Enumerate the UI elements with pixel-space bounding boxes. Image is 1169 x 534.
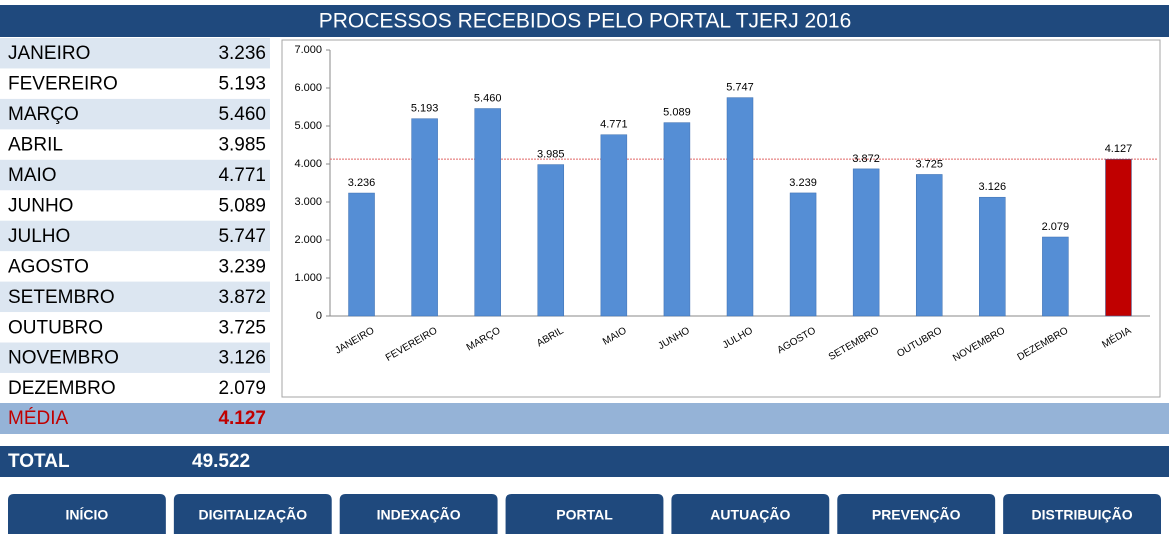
month-name: FEVEREIRO: [8, 74, 118, 95]
bar: [726, 97, 754, 317]
nav-button-label[interactable]: DIGITALIZAÇÃO: [198, 506, 307, 523]
month-value: 3.725: [218, 317, 266, 338]
header-bar: [0, 5, 1169, 37]
nav-button[interactable]: [8, 494, 166, 534]
bar: [663, 122, 691, 317]
value-label: 5.193: [411, 103, 439, 115]
month-value: 5.089: [218, 195, 266, 216]
nav-button-label[interactable]: PREVENÇÃO: [872, 506, 961, 523]
value-label: 3.236: [348, 177, 376, 189]
month-value: 4.771: [218, 165, 266, 186]
table-row-bg: [0, 98, 270, 130]
bar: [915, 174, 943, 317]
nav-button-label[interactable]: PORTAL: [556, 507, 613, 523]
month-value: 3.872: [218, 287, 266, 308]
bar: [1042, 236, 1069, 317]
average-row: [0, 403, 1169, 434]
bar: [537, 164, 565, 317]
month-value: 5.747: [218, 226, 266, 247]
month-value: 3.239: [218, 256, 266, 277]
month-value: 3.985: [218, 135, 266, 156]
nav-button-label[interactable]: INDEXAÇÃO: [377, 506, 461, 523]
bar: [600, 134, 628, 317]
month-name: SETEMBRO: [8, 287, 115, 308]
month-name: MARÇO: [8, 104, 79, 125]
value-label: 5.747: [726, 82, 754, 94]
y-tick-label: 5.000: [294, 120, 322, 132]
nav-button-label[interactable]: INÍCIO: [66, 507, 109, 523]
nav-button-label[interactable]: DISTRIBUIÇÃO: [1032, 506, 1133, 523]
average-value: 4.127: [218, 408, 266, 429]
nav-button[interactable]: [1003, 494, 1161, 534]
month-value: 2.079: [218, 378, 266, 399]
month-name: JUNHO: [8, 195, 73, 216]
month-value: 5.193: [218, 74, 266, 95]
y-tick-label: 2.000: [294, 234, 322, 246]
value-label: 3.239: [789, 177, 817, 189]
total-label: TOTAL: [8, 451, 70, 472]
average-label: MÉDIA: [8, 408, 69, 429]
bar: [1105, 158, 1132, 317]
bar: [979, 196, 1006, 317]
month-name: JULHO: [8, 226, 70, 247]
month-name: AGOSTO: [8, 256, 89, 277]
bar: [348, 192, 375, 317]
table-row-bg: [0, 159, 270, 191]
bar: [852, 168, 880, 317]
value-label: 2.079: [1042, 221, 1070, 233]
month-value: 3.236: [218, 43, 266, 64]
value-label: 3.126: [979, 181, 1007, 193]
bar: [789, 192, 817, 317]
table-row-bg: [0, 38, 270, 69]
nav-button[interactable]: [505, 494, 664, 534]
nav-button[interactable]: [671, 494, 830, 534]
month-name: JANEIRO: [8, 43, 90, 64]
value-label: 3.985: [537, 148, 565, 160]
nav-button[interactable]: [339, 494, 498, 534]
nav-button[interactable]: [837, 494, 996, 534]
month-value: 3.126: [218, 348, 266, 369]
month-name: NOVEMBRO: [8, 348, 119, 369]
value-label: 3.725: [915, 158, 943, 170]
month-name: OUTUBRO: [8, 317, 103, 338]
total-row: [0, 446, 1169, 477]
month-name: MAIO: [8, 165, 57, 186]
table-row-bg: [0, 342, 270, 373]
value-label: 5.089: [663, 107, 691, 119]
table-row-bg: [0, 281, 270, 313]
value-label: 4.771: [600, 119, 628, 131]
y-tick-label: 4.000: [294, 158, 322, 170]
month-name: DEZEMBRO: [8, 378, 116, 399]
total-value: 49.522: [192, 451, 250, 472]
value-label: 3.872: [852, 153, 880, 165]
y-tick-label: 1.000: [294, 272, 322, 284]
bar: [474, 108, 501, 317]
nav-button-label[interactable]: AUTUAÇÃO: [710, 506, 790, 523]
month-value: 5.460: [218, 104, 266, 125]
y-tick-label: 7.000: [294, 44, 322, 56]
value-label: 4.127: [1105, 143, 1133, 155]
bar: [411, 118, 438, 317]
y-tick-label: 6.000: [294, 82, 322, 94]
value-label: 5.460: [474, 92, 502, 104]
title: PROCESSOS RECEBIDOS PELO PORTAL TJERJ 20…: [319, 10, 852, 33]
y-tick-label: 3.000: [294, 196, 322, 208]
table-row-bg: [0, 220, 270, 252]
y-tick-label: 0: [316, 310, 322, 322]
month-name: ABRIL: [8, 135, 63, 156]
nav-button[interactable]: [173, 494, 332, 534]
